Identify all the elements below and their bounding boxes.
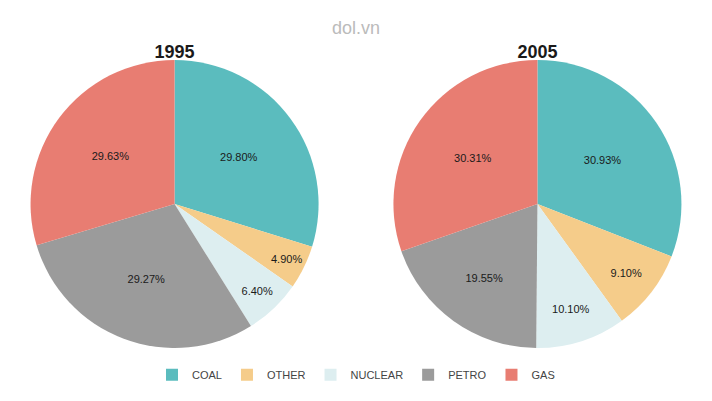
svg-text:2005: 2005	[517, 42, 557, 62]
svg-text:30.93%: 30.93%	[584, 154, 622, 166]
svg-text:9.10%: 9.10%	[611, 267, 642, 279]
svg-text:1995: 1995	[155, 42, 195, 62]
svg-text:GAS: GAS	[531, 369, 554, 381]
svg-text:29.80%: 29.80%	[220, 151, 258, 163]
svg-text:COAL: COAL	[192, 369, 222, 381]
svg-text:dol.vn: dol.vn	[332, 18, 380, 38]
svg-text:10.10%: 10.10%	[552, 303, 590, 315]
svg-text:OTHER: OTHER	[267, 369, 306, 381]
svg-text:PETRO: PETRO	[448, 369, 486, 381]
svg-text:29.63%: 29.63%	[92, 150, 130, 162]
svg-text:4.90%: 4.90%	[271, 253, 302, 265]
svg-text:6.40%: 6.40%	[242, 285, 273, 297]
svg-text:19.55%: 19.55%	[465, 272, 503, 284]
svg-text:NUCLEAR: NUCLEAR	[351, 369, 404, 381]
svg-text:30.31%: 30.31%	[454, 152, 492, 164]
svg-text:29.27%: 29.27%	[128, 273, 166, 285]
